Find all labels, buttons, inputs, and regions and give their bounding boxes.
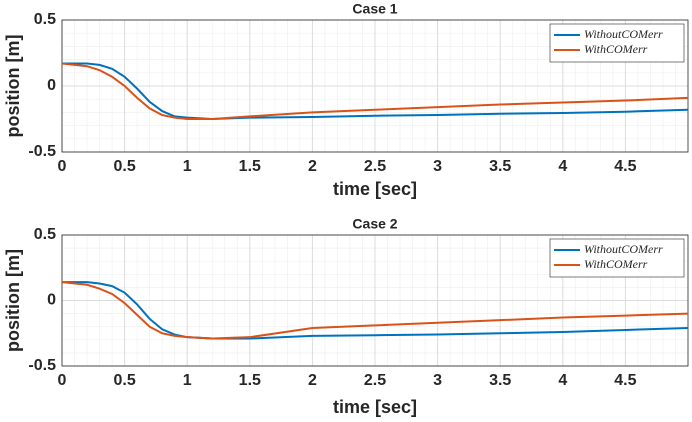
x-tick-label: 3.5 [489,158,511,175]
legend-label: WithoutCOMerr [584,27,663,41]
series-line [61,281,689,340]
x-tick-label: 4.5 [614,372,636,389]
legend-box [549,23,685,63]
y-tick-label: 0.5 [34,11,56,28]
x-axis-label: time [sec] [333,179,417,199]
x-tick-label: 0.5 [113,372,135,389]
x-axis-label: time [sec] [333,397,417,417]
axes-frame [61,19,689,153]
axes-frame [61,234,689,367]
y-tick-label: 0 [47,292,56,309]
y-tick-label: -0.5 [28,357,56,374]
x-tick-label: 2 [308,158,317,175]
y-tick-label: -0.5 [28,143,56,160]
x-tick-label: 0 [58,372,67,389]
x-tick-label: 2 [308,372,317,389]
x-tick-label: 1 [183,372,192,389]
legend-box [549,238,685,278]
x-tick-label: 4 [558,372,567,389]
x-tick-label: 2.5 [364,158,386,175]
y-axis-label: position [m] [3,35,23,138]
x-tick-label: 0.5 [113,158,135,175]
y-tick-label: 0.5 [34,226,56,243]
x-tick-label: 0 [58,158,67,175]
x-tick-label: 1.5 [239,158,261,175]
x-tick-label: 1.5 [239,372,261,389]
series-line [62,62,689,121]
x-tick-label: 1 [183,158,192,175]
x-tick-label: 4.5 [614,158,636,175]
chart-title: Case 1 [352,1,397,17]
x-tick-label: 4 [558,158,567,175]
y-tick-label: 0 [47,77,56,94]
y-axis-label: position [m] [3,249,23,352]
legend-label: WithCOMerr [584,42,648,56]
series-line [61,62,689,120]
x-tick-label: 3.5 [489,372,511,389]
legend-label: WithoutCOMerr [584,242,663,256]
x-tick-label: 3 [433,372,442,389]
x-tick-label: 2.5 [364,372,386,389]
legend-label: WithCOMerr [584,257,648,271]
chart-title: Case 2 [352,216,397,232]
x-tick-label: 3 [433,158,442,175]
